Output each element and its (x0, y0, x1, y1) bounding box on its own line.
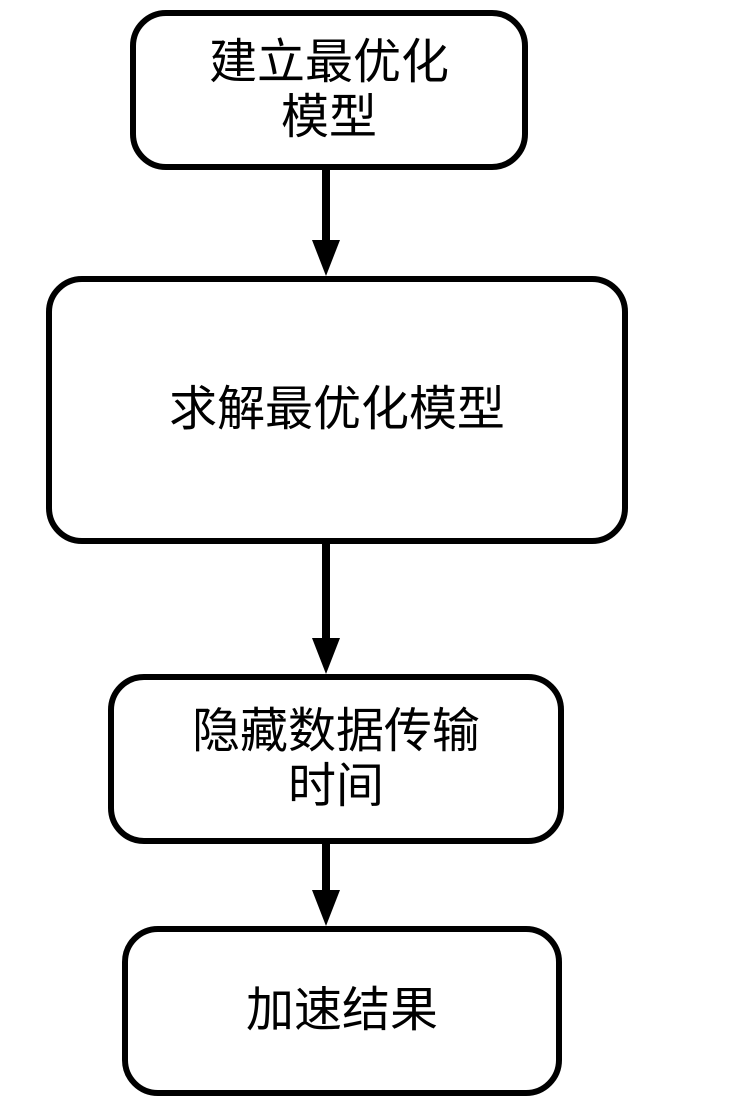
flow-node-hide-transfer-time: 隐藏数据传输 时间 (108, 674, 564, 844)
flow-arrow-3 (312, 844, 340, 926)
flow-node-result: 加速结果 (122, 926, 562, 1096)
flow-arrow-1 (312, 170, 340, 276)
flow-node-build-model: 建立最优化 模型 (130, 10, 528, 170)
flow-arrow-2 (312, 544, 340, 674)
flow-node-solve-model: 求解最优化模型 (46, 276, 628, 544)
